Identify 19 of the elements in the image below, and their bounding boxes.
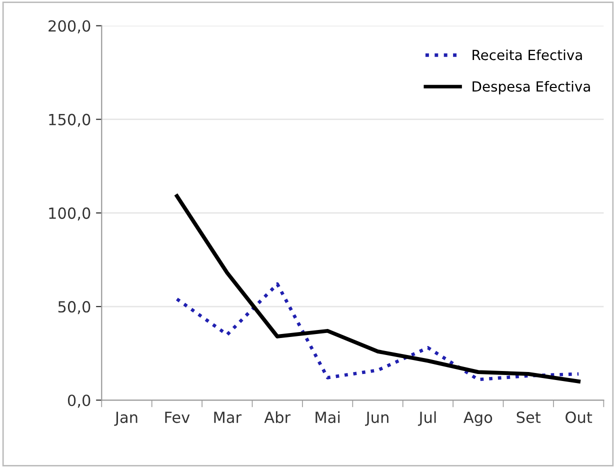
y-tick-label: 0,0	[68, 394, 90, 408]
x-tick-label: Set	[516, 412, 541, 424]
legend-label: Despesa Efectiva	[472, 80, 590, 94]
line-series	[175, 194, 581, 384]
line-series	[175, 282, 580, 382]
x-tick-label: Jul	[418, 411, 436, 426]
legend-label: Receita Efectiva	[472, 49, 582, 60]
y-tick-label: 200,0	[48, 20, 90, 34]
y-tick-label: 50,0	[58, 301, 90, 314]
x-tick-label: Ago	[464, 412, 492, 426]
x-tick-label: Abr	[264, 411, 291, 424]
y-tick-label: 100,0	[49, 207, 90, 221]
x-tick-label: Jun	[365, 412, 388, 426]
y-tick-label: 150,0	[49, 114, 90, 127]
x-tick-label: Fev	[165, 412, 190, 424]
x-tick-label: Mar	[214, 412, 242, 424]
x-tick-label: Out	[566, 412, 592, 424]
x-tick-label: Jan	[114, 412, 138, 426]
x-tick-label: Mai	[316, 411, 340, 424]
